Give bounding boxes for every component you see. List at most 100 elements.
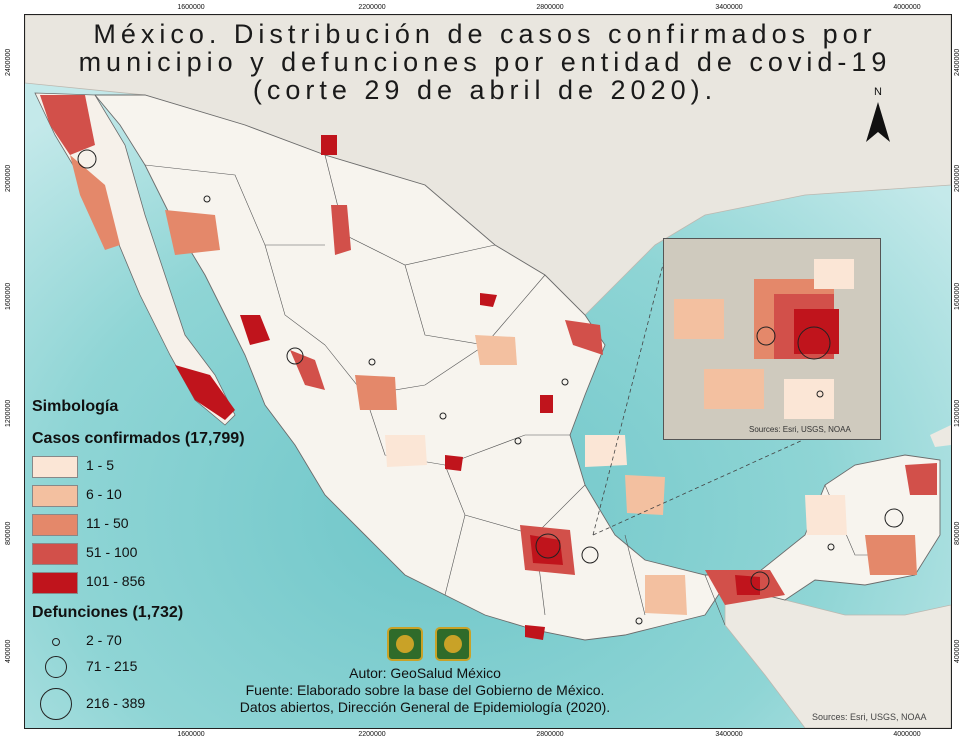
grid-label-right: 1600000 (954, 282, 960, 310)
municipality (331, 205, 351, 255)
death-circle (561, 378, 569, 386)
grid-label-top: 4000000 (893, 4, 921, 11)
legend-label: 51 - 100 (86, 544, 138, 560)
municipality (40, 95, 95, 155)
municipality (540, 395, 553, 413)
legend-label: 101 - 856 (86, 573, 146, 589)
grid-label-left: 2400000 (5, 48, 12, 76)
grid-label-left: 400000 (5, 639, 12, 663)
credits: Autor: GeoSalud México Fuente: Elaborado… (175, 665, 675, 716)
municipality (585, 435, 627, 467)
institution-logos (387, 627, 471, 661)
grid-label-top: 2800000 (536, 4, 564, 11)
death-circle (368, 358, 376, 366)
municipality (480, 293, 497, 307)
municipality (290, 350, 325, 390)
legend-circle-medium (45, 656, 67, 678)
logos (386, 626, 476, 662)
legend-label: 6 - 10 (86, 486, 122, 502)
grid-label-right: 800000 (954, 521, 960, 545)
municipality (70, 155, 120, 250)
municipality (530, 535, 563, 565)
municipality (794, 309, 839, 354)
municipality (565, 320, 603, 355)
municipality (814, 259, 854, 289)
legend-circle-large (40, 688, 72, 720)
municipality-fills (40, 95, 937, 640)
inset-municipality-fills (674, 259, 854, 419)
municipality (321, 135, 337, 155)
cases-legend-title: Casos confirmados (17,799) (32, 430, 245, 447)
death-circle (286, 347, 304, 365)
inset-basemap (664, 239, 880, 439)
grid-label-top: 2200000 (358, 4, 386, 11)
legend-label: 71 - 215 (86, 658, 138, 674)
grid-label-bottom: 2200000 (358, 731, 386, 738)
map-title: México. Distribución de casos confirmado… (60, 20, 910, 104)
municipality (385, 435, 427, 467)
map-frame[interactable] (24, 14, 952, 729)
grid-label-top: 3400000 (715, 4, 743, 11)
grid-label-right: 400000 (954, 639, 960, 663)
legend-swatch (32, 485, 78, 507)
inset-map[interactable]: Sources: Esri, USGS, NOAA (663, 238, 881, 440)
municipality (475, 335, 517, 365)
municipality (240, 315, 270, 345)
death-circles (77, 149, 904, 651)
legend-swatch (32, 456, 78, 478)
source-credit: Fuente: Elaborado sobre la base del Gobi… (245, 682, 605, 698)
legend-label: 1 - 5 (86, 457, 115, 473)
grid-label-bottom: 4000000 (893, 731, 921, 738)
death-circle (884, 508, 904, 528)
inset-death-circles (756, 326, 831, 398)
municipality (645, 575, 687, 615)
deaths-legend-row: 71 - 215 (32, 656, 232, 682)
grid-label-right: 2000000 (954, 164, 960, 192)
grid-label-left: 800000 (5, 521, 12, 545)
deaths-legend-title: Defunciones (1,732) (32, 604, 184, 621)
municipality (805, 495, 847, 535)
deaths-legend-row: 216 - 389 (32, 688, 232, 720)
legend-label: 2 - 70 (86, 632, 122, 648)
logo-left-emblem (396, 635, 414, 653)
municipality (625, 475, 665, 515)
death-circle (750, 571, 770, 591)
grid-label-bottom: 1600000 (177, 731, 205, 738)
grid-label-right: 1200000 (954, 399, 960, 427)
death-circle (514, 437, 522, 445)
title-line: municipio y defunciones por entidad de c… (78, 47, 892, 77)
death-circle (756, 326, 776, 346)
municipality (165, 210, 220, 255)
legend-label: 11 - 50 (86, 515, 129, 531)
grid-label-left: 1200000 (5, 399, 12, 427)
data-credit: Datos abiertos, Dirección General de Epi… (239, 699, 611, 715)
death-circle (797, 326, 831, 360)
basemap (25, 15, 951, 728)
municipality (355, 375, 397, 410)
legend-heading: Simbología (32, 398, 119, 415)
death-circle (203, 195, 211, 203)
title-line: México. Distribución de casos confirmado… (93, 19, 877, 49)
death-circle (77, 149, 97, 169)
municipality (445, 455, 463, 471)
legend-label: 216 - 389 (86, 695, 146, 711)
inset-attribution: Sources: Esri, USGS, NOAA (749, 425, 851, 434)
municipality (784, 379, 834, 419)
death-circle (816, 390, 824, 398)
grid-label-left: 1600000 (5, 282, 12, 310)
legend-swatch (32, 572, 78, 594)
north-label: N (874, 86, 882, 98)
deaths-legend-row: 2 - 70 (32, 632, 232, 658)
north-arrow-icon (866, 102, 890, 142)
municipality (735, 575, 760, 595)
inset-connectors (592, 252, 806, 536)
municipality (704, 369, 764, 409)
grid-label-left: 2000000 (5, 164, 12, 192)
grid-label-bottom: 2800000 (536, 731, 564, 738)
death-circle (439, 412, 447, 420)
cuba (930, 425, 951, 447)
municipality (674, 299, 724, 339)
death-circle (635, 617, 643, 625)
central-america (724, 574, 951, 728)
